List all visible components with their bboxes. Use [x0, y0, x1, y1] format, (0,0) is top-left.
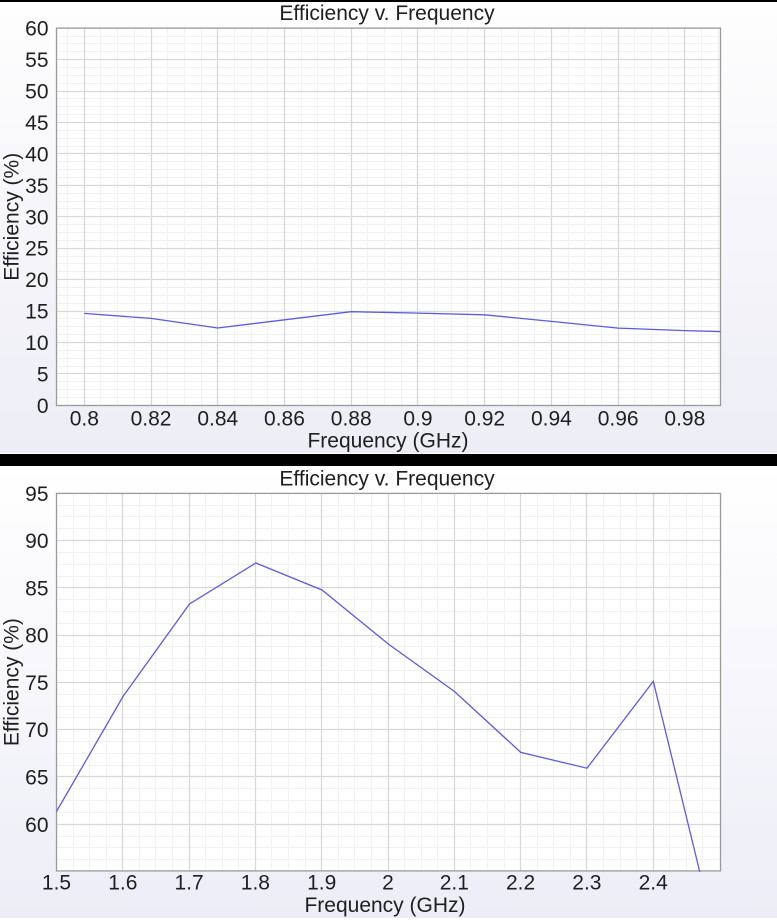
svg-text:60: 60 — [25, 18, 48, 41]
svg-text:0.92: 0.92 — [464, 408, 505, 431]
svg-text:15: 15 — [25, 301, 48, 324]
svg-text:30: 30 — [25, 206, 48, 229]
svg-text:Efficiency v. Frequency: Efficiency v. Frequency — [279, 2, 495, 25]
svg-text:10: 10 — [25, 332, 48, 355]
svg-text:0.98: 0.98 — [664, 408, 705, 431]
svg-text:50: 50 — [25, 81, 48, 104]
svg-text:1.8: 1.8 — [241, 872, 270, 895]
svg-text:Efficiency v. Frequency: Efficiency v. Frequency — [279, 468, 495, 491]
svg-text:40: 40 — [25, 143, 48, 166]
svg-text:0.9: 0.9 — [403, 408, 432, 431]
svg-text:70: 70 — [25, 719, 48, 742]
svg-text:5: 5 — [37, 363, 49, 386]
svg-text:0.86: 0.86 — [264, 408, 305, 431]
svg-text:1.5: 1.5 — [42, 872, 71, 895]
svg-text:0.8: 0.8 — [70, 408, 99, 431]
svg-text:2.4: 2.4 — [639, 872, 669, 895]
svg-text:Efficiency (%): Efficiency (%) — [1, 618, 24, 746]
svg-text:0.88: 0.88 — [331, 408, 372, 431]
svg-text:20: 20 — [25, 269, 48, 292]
svg-text:2.3: 2.3 — [572, 872, 601, 895]
svg-text:45: 45 — [25, 112, 48, 135]
svg-text:0: 0 — [37, 395, 49, 418]
svg-text:25: 25 — [25, 238, 48, 261]
svg-text:0.82: 0.82 — [131, 408, 172, 431]
svg-text:65: 65 — [25, 766, 48, 789]
svg-text:1.7: 1.7 — [174, 872, 203, 895]
svg-text:1.9: 1.9 — [307, 872, 336, 895]
svg-text:0.94: 0.94 — [531, 408, 572, 431]
svg-text:0.84: 0.84 — [197, 408, 238, 431]
svg-text:60: 60 — [25, 814, 48, 837]
svg-text:1.6: 1.6 — [108, 872, 137, 895]
svg-text:0.96: 0.96 — [598, 408, 639, 431]
svg-text:2.2: 2.2 — [506, 872, 535, 895]
svg-text:90: 90 — [25, 530, 48, 553]
svg-text:2.1: 2.1 — [440, 872, 469, 895]
svg-text:Frequency (GHz): Frequency (GHz) — [304, 894, 465, 917]
svg-text:Efficiency (%): Efficiency (%) — [1, 153, 24, 281]
svg-text:85: 85 — [25, 577, 48, 600]
svg-text:2: 2 — [382, 872, 394, 895]
svg-text:80: 80 — [25, 625, 48, 648]
svg-text:75: 75 — [25, 672, 48, 695]
svg-text:95: 95 — [25, 483, 48, 506]
svg-text:35: 35 — [25, 175, 48, 198]
svg-text:Frequency (GHz): Frequency (GHz) — [307, 429, 468, 452]
svg-text:55: 55 — [25, 49, 48, 72]
